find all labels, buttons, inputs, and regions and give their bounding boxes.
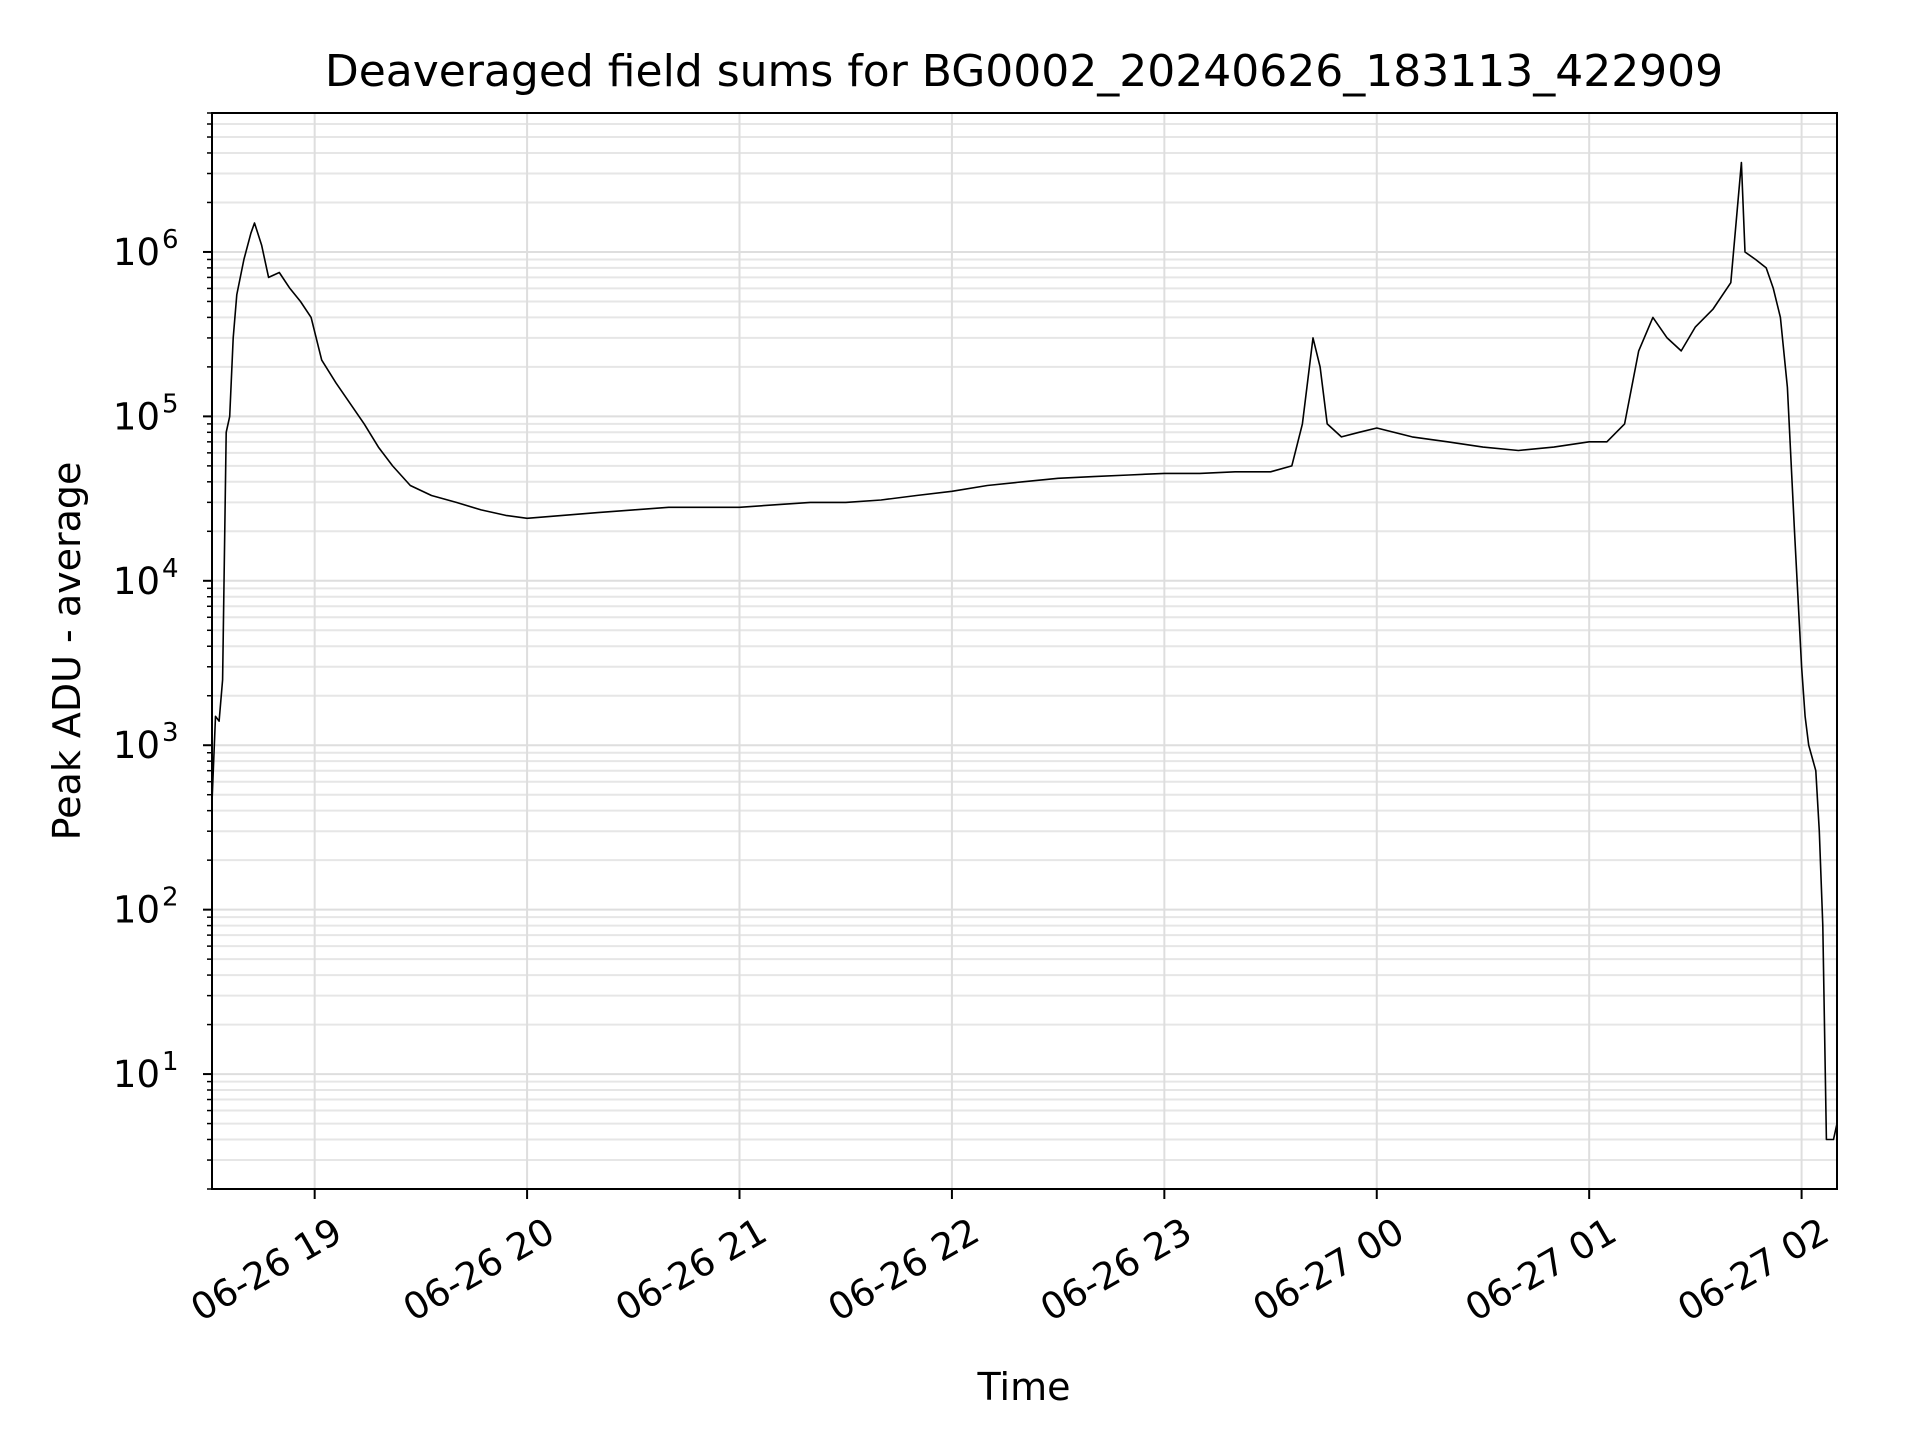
y-tick-exponent: 6 [162,225,179,255]
y-tick-label: 10 [113,889,160,932]
y-tick-exponent: 1 [162,1047,179,1077]
y-tick-exponent: 5 [162,389,179,419]
y-tick-label: 10 [113,560,160,603]
data-series-line [211,161,1838,1141]
chart-title: Deaveraged field sums for BG0002_2024062… [325,46,1723,97]
plot-frame [211,112,1838,1190]
y-tick-exponent: 2 [162,883,179,913]
y-tick-label: 10 [113,724,160,767]
y-tick-exponent: 3 [162,718,179,748]
grid-lines [212,112,1837,1190]
series-layer [211,161,1838,1141]
y-tick-exponent: 4 [162,554,179,584]
y-tick-label: 10 [113,1053,160,1096]
y-axis-label: Peak ADU - average [45,462,89,841]
x-axis-label: Time [977,1365,1071,1409]
y-tick-label: 10 [113,231,160,274]
y-tick-label: 10 [113,395,160,438]
